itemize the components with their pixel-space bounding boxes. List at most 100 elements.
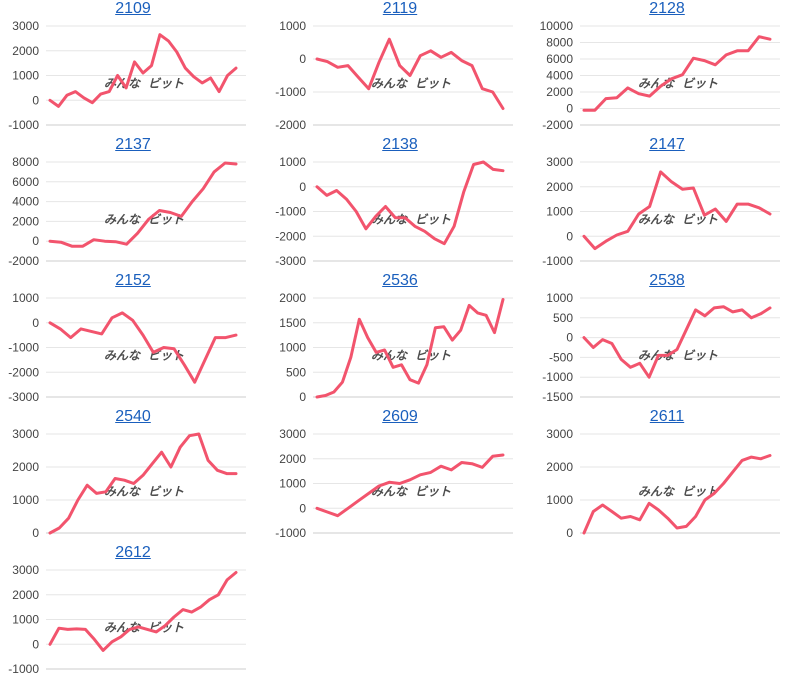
chart-panel-2538: 2538 -1500 -1000 -500 0 500 1000 みんな ビット (534, 272, 800, 411)
chart-title-link[interactable]: 2536 (382, 272, 418, 289)
watermark-text-a: みんな (104, 485, 142, 499)
y-tick-label: 2000 (279, 291, 306, 305)
y-tick-label: -1000 (275, 85, 306, 99)
y-tick-label: -1000 (275, 205, 306, 219)
chart-title-link[interactable]: 2540 (115, 408, 151, 425)
watermark-text-b: ビット (415, 213, 451, 227)
chart-panel-2536: 2536 0 500 1000 1500 2000 みんな ビット (267, 272, 533, 411)
watermark-text-b: ビット (682, 77, 718, 91)
y-tick-label: -1500 (542, 390, 573, 404)
watermark-text-a: みんな (104, 213, 142, 227)
y-tick-label: 1000 (12, 613, 39, 627)
line-chart: -3000 -2000 -1000 0 1000 みんな ビット (8, 291, 246, 404)
watermark-text-b: ビット (415, 349, 451, 363)
chart-panel-2119: 2119 -2000 -1000 0 1000 みんな ビット (267, 0, 533, 139)
watermark-text-a: みんな (638, 77, 676, 91)
y-tick-label: 0 (32, 637, 39, 651)
y-tick-label: 0 (299, 390, 306, 404)
series-line (315, 160, 505, 246)
watermark-text-a: みんな (371, 77, 409, 91)
chart-panel-2152: 2152 -3000 -2000 -1000 0 1000 みんな ビット (0, 272, 266, 411)
chart-title-link[interactable]: 2609 (382, 408, 418, 425)
chart-title-link[interactable]: 2109 (115, 0, 151, 17)
series-line (315, 298, 505, 399)
y-tick-label: 1000 (546, 205, 573, 219)
y-tick-label: -1000 (542, 370, 573, 384)
chart-title-link[interactable]: 2612 (115, 544, 151, 561)
y-tick-label: 1000 (546, 493, 573, 507)
site-logo-watermark-icon: みんな ビット (371, 485, 451, 499)
site-logo-watermark-icon: みんな ビット (371, 213, 451, 227)
chart-title-link[interactable]: 2147 (649, 136, 685, 153)
chart-title-link[interactable]: 2128 (649, 0, 685, 17)
chart-title-link[interactable]: 2152 (115, 272, 151, 289)
y-tick-label: -1000 (542, 254, 573, 268)
y-tick-label: 3000 (12, 563, 39, 577)
y-tick-label: -1000 (8, 341, 39, 355)
chart-panel-2147: 2147 -1000 0 1000 2000 3000 みんな ビット (534, 136, 800, 275)
chart-title-link[interactable]: 2611 (649, 408, 685, 425)
chart-title-link[interactable]: 2538 (649, 272, 685, 289)
line-chart: -3000 -2000 -1000 0 1000 みんな ビット (275, 155, 513, 268)
y-tick-label: 2000 (12, 588, 39, 602)
series-line (582, 35, 772, 112)
y-tick-label: -2000 (8, 254, 39, 268)
y-tick-label: 2000 (12, 44, 39, 58)
y-tick-label: 8000 (12, 155, 39, 169)
series-line (48, 161, 238, 248)
y-tick-label: 0 (566, 229, 573, 243)
y-tick-label: -3000 (8, 390, 39, 404)
y-tick-label: 2000 (12, 460, 39, 474)
series-line (48, 311, 238, 384)
y-tick-label: -1000 (8, 118, 39, 132)
chart-title-link[interactable]: 2137 (115, 136, 151, 153)
y-tick-label: 1000 (279, 477, 306, 491)
y-tick-label: 1000 (279, 341, 306, 355)
y-tick-label: 3000 (546, 155, 573, 169)
y-tick-label: -1000 (275, 526, 306, 540)
y-tick-label: 6000 (546, 52, 573, 66)
y-tick-label: 3000 (279, 427, 306, 441)
series-line (48, 432, 238, 535)
chart-panel-2109: 2109 -1000 0 1000 2000 3000 みんな ビット (0, 0, 266, 139)
chart-title-link[interactable]: 2138 (382, 136, 418, 153)
line-chart: -2000 0 2000 4000 6000 8000 みんな ビット (8, 155, 246, 268)
y-tick-label: 0 (32, 526, 39, 540)
series-line (48, 571, 238, 652)
y-tick-label: 8000 (546, 36, 573, 50)
watermark-text-b: ビット (148, 213, 184, 227)
y-tick-label: 2000 (546, 180, 573, 194)
chart-panel-2611: 2611 0 1000 2000 3000 みんな ビット (534, 408, 800, 547)
y-tick-label: -2000 (275, 229, 306, 243)
series-line (582, 170, 772, 251)
watermark-text-b: ビット (682, 213, 718, 227)
y-tick-label: -3000 (275, 254, 306, 268)
chart-panel-2138: 2138 -3000 -2000 -1000 0 1000 みんな ビット (267, 136, 533, 275)
chart-title-link[interactable]: 2119 (382, 0, 418, 17)
watermark-text-a: みんな (104, 621, 142, 635)
y-tick-label: -1000 (8, 662, 39, 676)
y-tick-label: 500 (553, 311, 573, 325)
site-logo-watermark-icon: みんな ビット (104, 485, 184, 499)
y-tick-label: 2000 (12, 214, 39, 228)
y-tick-label: 1000 (12, 291, 39, 305)
y-tick-label: -2000 (542, 118, 573, 132)
watermark-text-b: ビット (682, 485, 718, 499)
site-logo-watermark-icon: みんな ビット (104, 349, 184, 363)
chart-panel-2137: 2137 -2000 0 2000 4000 6000 8000 みんな ビット (0, 136, 266, 275)
y-tick-label: 3000 (546, 427, 573, 441)
site-logo-watermark-icon: みんな ビット (638, 77, 718, 91)
y-tick-label: 4000 (546, 69, 573, 83)
y-tick-label: 0 (32, 316, 39, 330)
y-tick-label: 2000 (546, 460, 573, 474)
y-tick-label: 1500 (279, 316, 306, 330)
line-chart: -2000 0 2000 4000 6000 8000 10000 みんな ビット (540, 19, 780, 132)
y-tick-label: 1000 (546, 291, 573, 305)
y-tick-label: 0 (299, 180, 306, 194)
